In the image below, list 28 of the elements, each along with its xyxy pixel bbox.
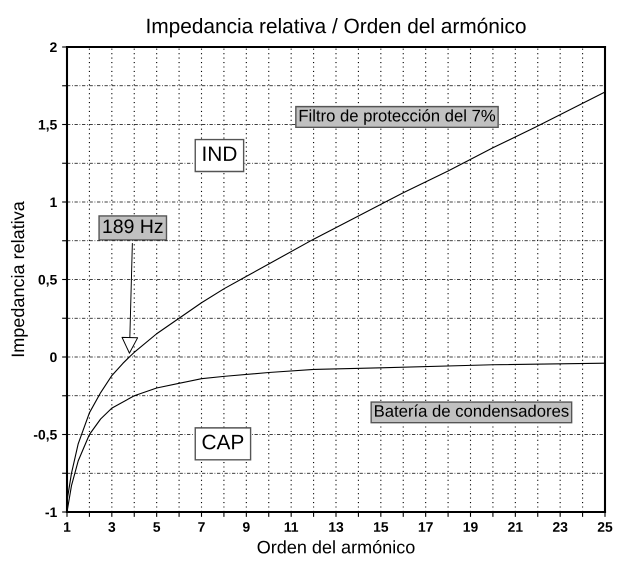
- chart-title: Impedancia relativa / Orden del armónico: [147, 18, 526, 38]
- annotation: IND: [203, 146, 236, 161]
- annotation: 189 Hz: [103, 219, 163, 234]
- x-tick-label: 13: [329, 522, 344, 532]
- x-tick-label: 5: [153, 522, 160, 532]
- y-tick-label: -0,5: [34, 430, 57, 442]
- x-tick-label: 25: [598, 522, 612, 532]
- y-tick-label: 2: [50, 42, 57, 52]
- x-tick-label: 9: [242, 522, 250, 532]
- x-tick-label: 19: [464, 522, 478, 532]
- y-tick-label: 1: [50, 197, 57, 208]
- x-tick-label: 17: [418, 522, 433, 532]
- x-axis-title: Orden del armónico: [258, 540, 415, 554]
- text: Batería de condensadores: [375, 404, 569, 417]
- x-tick-label: 1: [64, 522, 70, 532]
- y-tick-label: 1,5: [38, 120, 57, 132]
- y-tick-label: 0: [50, 352, 57, 362]
- x-tick-label: 23: [552, 522, 568, 532]
- x-tick-label: 7: [198, 522, 205, 532]
- annotation: CAP: [202, 434, 244, 450]
- x-tick-label: 3: [108, 522, 116, 532]
- y-tick-label: 0,5: [38, 274, 57, 287]
- y-tick-label: -1: [45, 507, 57, 518]
- x-tick-label: 15: [374, 522, 388, 532]
- x-tick-label: 21: [508, 522, 523, 532]
- y-axis-title: Impedancia relativa: [10, 201, 28, 356]
- x-tick-label: 11: [284, 522, 298, 532]
- series-label: Filtro de protección del 7%: [300, 109, 496, 125]
